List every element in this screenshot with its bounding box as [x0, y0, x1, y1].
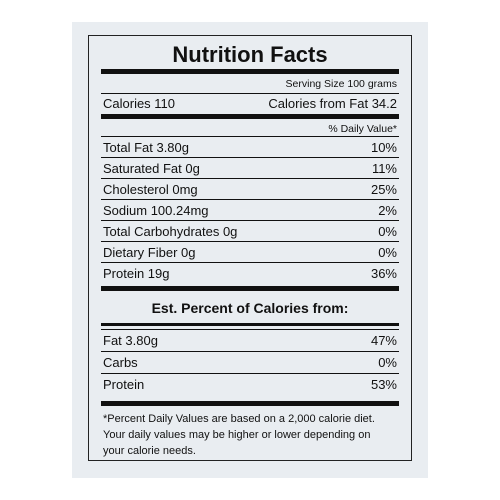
title: Nutrition Facts: [172, 42, 328, 67]
row-value: 11%: [371, 161, 397, 176]
rule: [101, 262, 399, 263]
thick-rule: [101, 323, 399, 326]
row-label: Total Fat 3.80g: [103, 140, 189, 155]
thick-rule: [101, 114, 399, 119]
row-value: 0%: [378, 355, 397, 370]
rule: [101, 93, 399, 94]
row-label: Dietary Fiber 0g: [103, 245, 196, 260]
row-value: 47%: [370, 333, 397, 348]
rule: [101, 241, 399, 242]
calories: Calories 110: [103, 96, 176, 111]
rule: [101, 373, 399, 374]
rule: [101, 157, 399, 158]
daily-value-header: % Daily Value*: [328, 123, 397, 135]
footnote-line: *Percent Daily Values are based on a 2,0…: [103, 413, 375, 425]
rule: [101, 220, 399, 221]
rule: [101, 199, 399, 200]
row-value: 0%: [378, 245, 397, 260]
row-value: 53%: [370, 377, 397, 392]
row-label: Sodium 100.24mg: [103, 203, 209, 218]
label-frame: Nutrition Facts Serving Size 100 grams C…: [88, 35, 412, 461]
section-title: Est. Percent of Calories from:: [151, 300, 349, 316]
row-label: Carbs: [103, 355, 138, 370]
row-value: 10%: [370, 140, 397, 155]
serving-size: Serving Size 100 grams: [285, 78, 397, 90]
row-label: Cholesterol 0mg: [103, 182, 198, 197]
row-value: 36%: [370, 266, 397, 281]
rule: [101, 351, 399, 352]
row-value: 0%: [378, 224, 397, 239]
row-label: Saturated Fat 0g: [103, 161, 200, 176]
nutrition-label: Nutrition Facts Serving Size 100 grams C…: [72, 22, 428, 478]
row-label: Protein 19g: [103, 266, 170, 281]
footnote-line: your calorie needs.: [103, 445, 196, 457]
row-label: Fat 3.80g: [103, 333, 158, 348]
thick-rule: [101, 286, 399, 291]
rule: [101, 329, 399, 330]
row-label: Protein: [103, 377, 145, 392]
rule: [101, 178, 399, 179]
calories-from-fat: Calories from Fat 34.2: [268, 96, 397, 111]
footnote-line: Your daily values may be higher or lower…: [103, 429, 371, 441]
row-value: 2%: [378, 203, 397, 218]
rule: [101, 136, 399, 137]
row-value: 25%: [370, 182, 397, 197]
thick-rule: [101, 401, 399, 406]
row-label: Total Carbohydrates 0g: [103, 224, 238, 239]
thick-rule: [101, 69, 399, 74]
